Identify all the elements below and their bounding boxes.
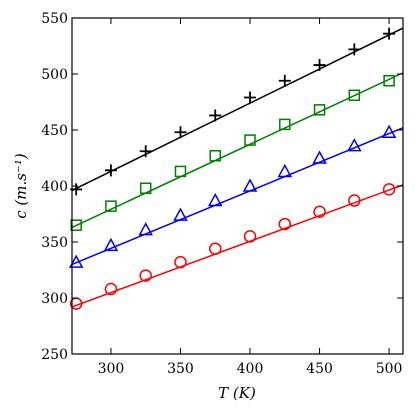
data-point [348,89,361,102]
data-point [104,164,117,177]
data-point [348,194,361,207]
data-point [382,183,396,196]
x-tick-label: 350 [167,361,194,377]
data-point [70,219,82,231]
x-axis-label: T (K) [218,384,256,402]
data-point [242,178,258,192]
x-tick-label: 400 [237,361,264,377]
data-point [347,138,362,152]
data-point [383,27,396,40]
data-point [383,74,395,87]
data-point [68,254,84,268]
data-point [105,200,117,212]
data-point [348,43,361,56]
y-tick-label: 550 [41,11,68,27]
data-point [139,269,152,282]
plot-frame [71,17,404,355]
series-triangle [68,124,404,268]
data-point [278,217,292,231]
data-point [243,230,257,243]
data-point [208,242,222,255]
data-point [381,124,397,138]
x-tick-labels: 300 350 400 450 500 [98,361,403,377]
data-point [279,118,291,131]
series-square [70,72,404,231]
series-plus [70,27,404,196]
data-point [174,126,187,139]
data-point [104,282,118,296]
data-point [139,182,152,194]
data-point [209,109,222,122]
data-point [244,91,257,104]
series-line [71,27,404,192]
series-line [71,127,404,266]
data-point [139,145,152,158]
series-line [71,72,404,229]
y-tick-label: 350 [41,235,68,251]
data-point [277,163,293,178]
data-point [174,165,187,178]
axis-ticks [72,17,403,355]
y-tick-label: 500 [41,67,68,83]
data-point [138,222,153,236]
data-point [174,255,187,269]
data-point [312,150,327,164]
y-tick-label: 400 [41,179,68,195]
y-axis-label: c (m.s⁻¹) [12,153,30,219]
x-tick-label: 500 [376,361,403,377]
x-tick-label: 300 [98,361,125,377]
series-circle [69,183,404,310]
data-point [103,237,119,252]
data-point [313,59,326,72]
y-tick-labels: 250 300 350 400 450 500 550 [41,11,68,363]
data-point [278,74,291,87]
data-point [313,104,326,116]
y-tick-label: 250 [41,347,68,363]
y-tick-label: 300 [41,291,68,307]
data-point [244,134,256,146]
data-point [207,192,223,207]
data-point [313,205,326,219]
y-tick-label: 450 [41,123,68,139]
series-line [71,184,404,308]
data-point [209,150,221,162]
plot-series [68,27,404,310]
data-point [173,207,188,221]
x-tick-label: 450 [306,361,333,377]
